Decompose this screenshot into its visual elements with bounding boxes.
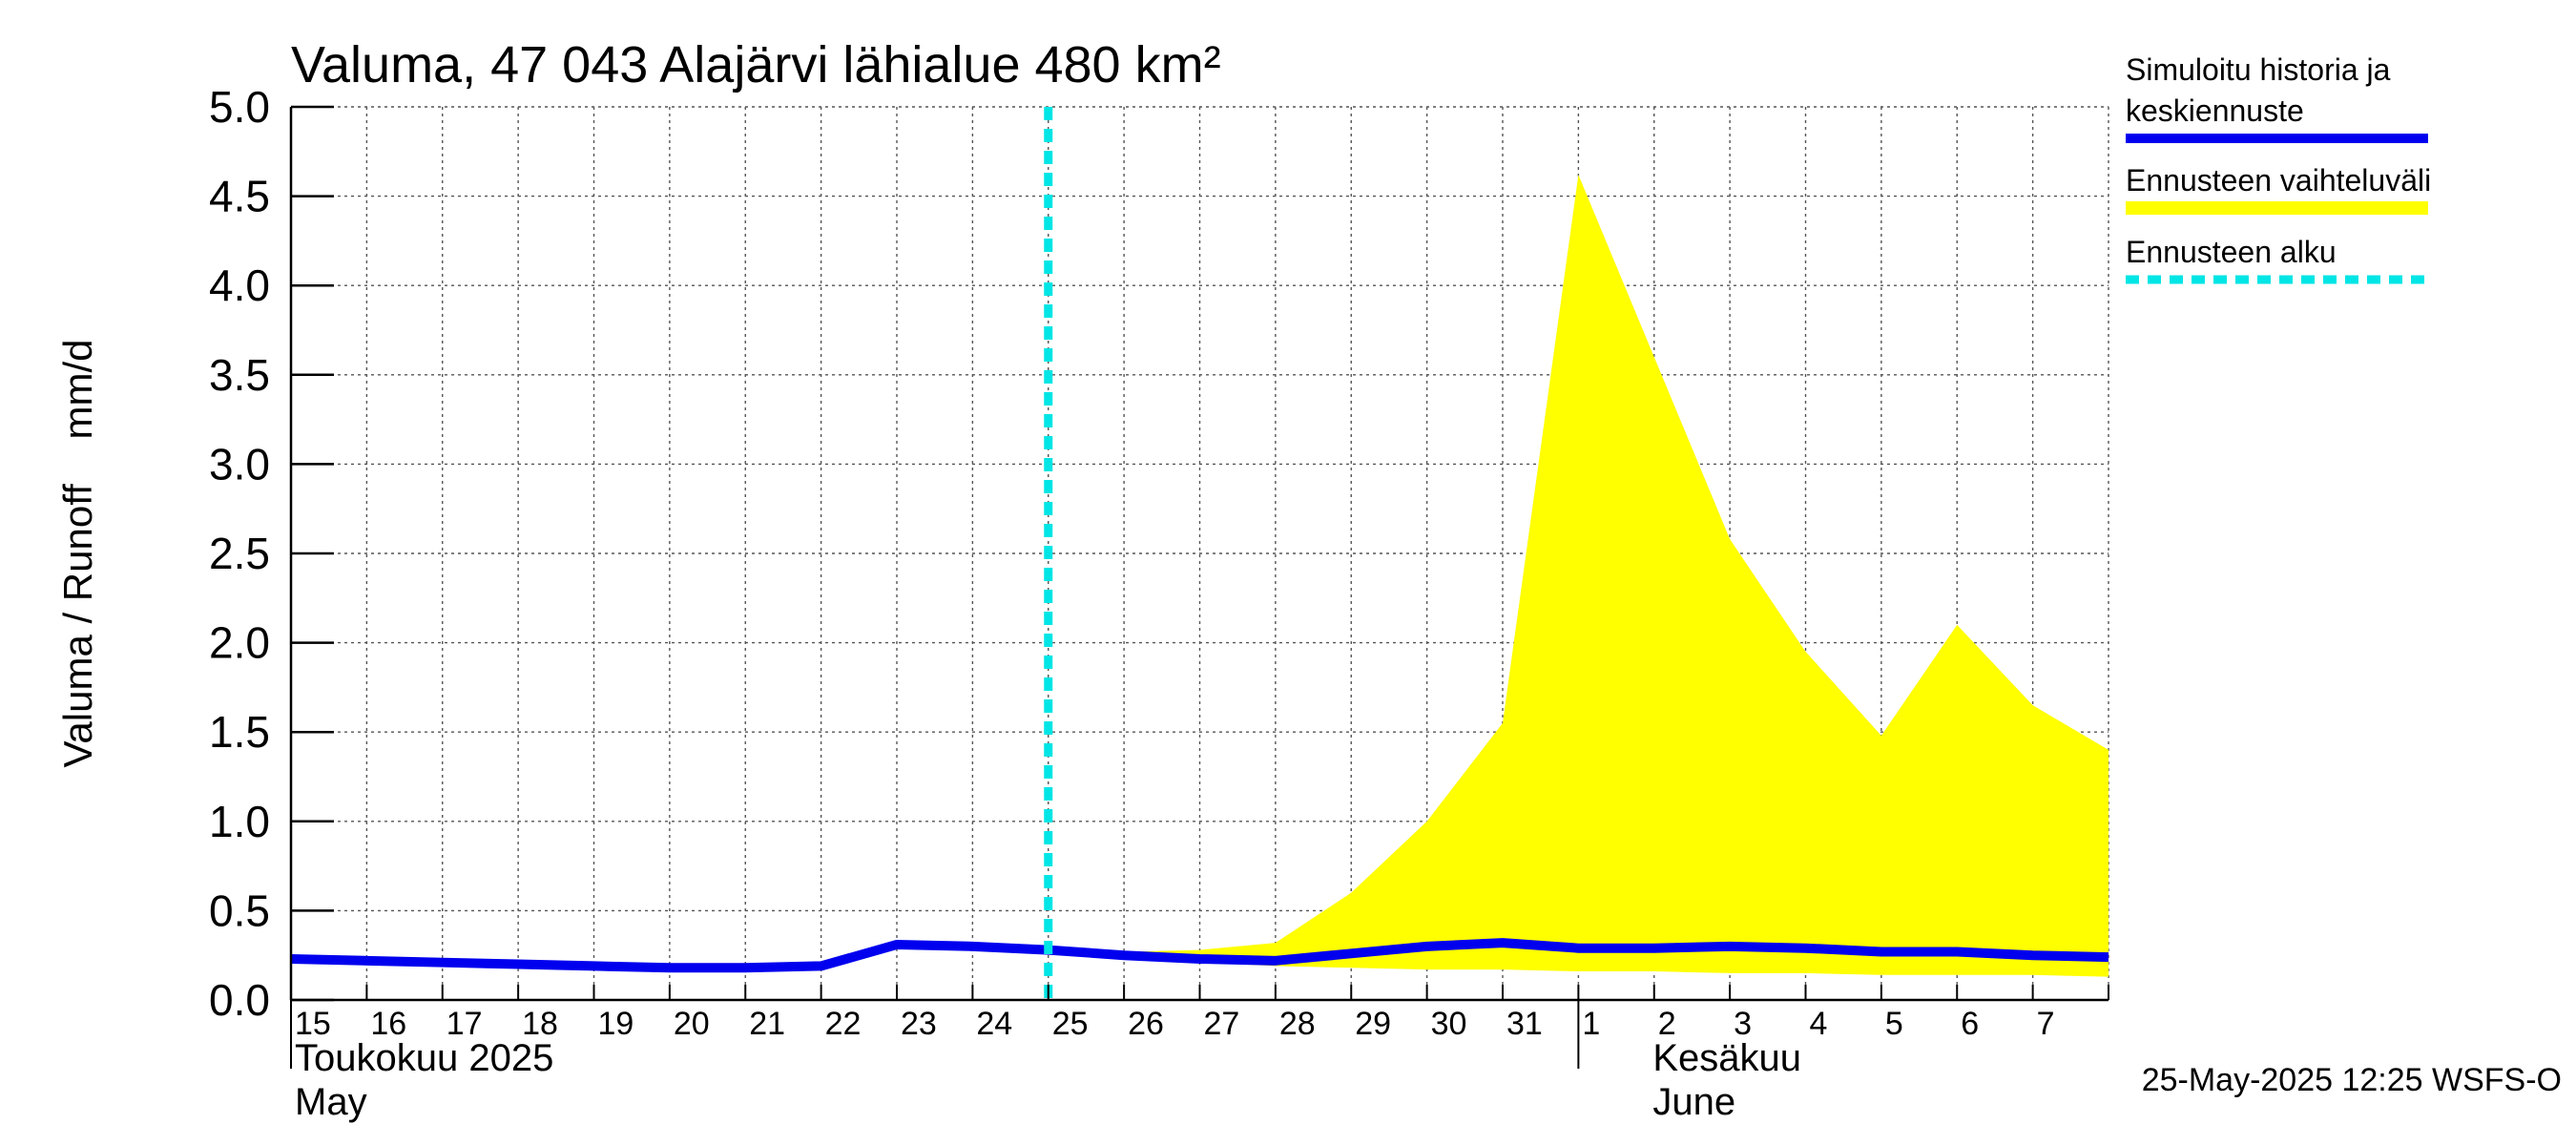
y-tick-label: 4.5 <box>209 172 270 221</box>
x-tick-label: 16 <box>370 1006 406 1042</box>
y-tick-label: 0.5 <box>209 885 270 935</box>
y-tick-label: 3.0 <box>209 439 270 489</box>
x-tick-label: 27 <box>1204 1006 1240 1042</box>
series-layer <box>290 107 2109 1000</box>
x-tick-label: 1 <box>1582 1006 1600 1042</box>
x-tick-label: 19 <box>598 1006 634 1042</box>
x-tick-label: 22 <box>825 1006 862 1042</box>
forecast-range-band <box>1048 175 2109 977</box>
month-label-en: June <box>1652 1081 1735 1123</box>
y-tick-label: 1.5 <box>209 707 270 757</box>
x-tick-label: 30 <box>1431 1006 1467 1042</box>
x-tick-label: 26 <box>1128 1006 1164 1042</box>
legend: Simuloitu historia ja keskiennuste Ennuste… <box>2126 52 2431 284</box>
y-tick-label: 4.0 <box>209 260 270 310</box>
x-tick-label: 18 <box>522 1006 558 1042</box>
x-tick-label: 5 <box>1885 1006 1903 1042</box>
x-tick-label: 28 <box>1279 1006 1316 1042</box>
legend-label: keskiennuste <box>2126 94 2304 128</box>
x-tick-label: 31 <box>1506 1006 1543 1042</box>
x-tick-label: 2 <box>1658 1006 1676 1042</box>
legend-label: Ennusteen vaihteluväli <box>2126 163 2431 198</box>
y-tick-label: 2.0 <box>209 618 270 668</box>
month-label-en: May <box>295 1081 367 1123</box>
forecast-range-area <box>1048 175 2109 977</box>
x-tick-label: 15 <box>295 1006 331 1042</box>
y-tick-label: 1.0 <box>209 797 270 846</box>
y-axis-label: Valuma / Runoff mm/d <box>55 340 100 768</box>
simulated-mean-line <box>290 938 2109 973</box>
x-tick-label: 20 <box>674 1006 710 1042</box>
x-tick-label: 17 <box>447 1006 483 1042</box>
legend-label: Ennusteen alku <box>2126 235 2337 269</box>
x-tick-label: 29 <box>1355 1006 1391 1042</box>
y-tick-label: 2.5 <box>209 529 270 578</box>
x-tick-label: 3 <box>1734 1006 1752 1042</box>
x-tick-label: 23 <box>901 1006 937 1042</box>
x-tick-label: 6 <box>1961 1006 1979 1042</box>
axes: 0.00.51.01.52.02.53.03.54.04.55.015 16 17 1… <box>209 82 2109 1123</box>
x-tick-label: 24 <box>976 1006 1012 1042</box>
x-tick-label: 21 <box>749 1006 785 1042</box>
y-tick-label: 5.0 <box>209 82 270 132</box>
x-tick-label: 4 <box>1810 1006 1828 1042</box>
x-tick-label: 25 <box>1052 1006 1089 1042</box>
month-label: Kesäkuu <box>1652 1037 1801 1079</box>
footer-timestamp: 25-May-2025 12:25 WSFS-O <box>2142 1062 2562 1098</box>
y-tick-label: 3.5 <box>209 350 270 400</box>
x-tick-label: 7 <box>2037 1006 2055 1042</box>
month-label: Toukokuu 2025 <box>295 1037 553 1079</box>
legend-label: Simuloitu historia ja <box>2126 52 2391 87</box>
chart-title: Valuma, 47 043 Alajärvi lähialue 480 km² <box>291 36 1221 94</box>
y-tick-label: 0.0 <box>209 975 270 1025</box>
